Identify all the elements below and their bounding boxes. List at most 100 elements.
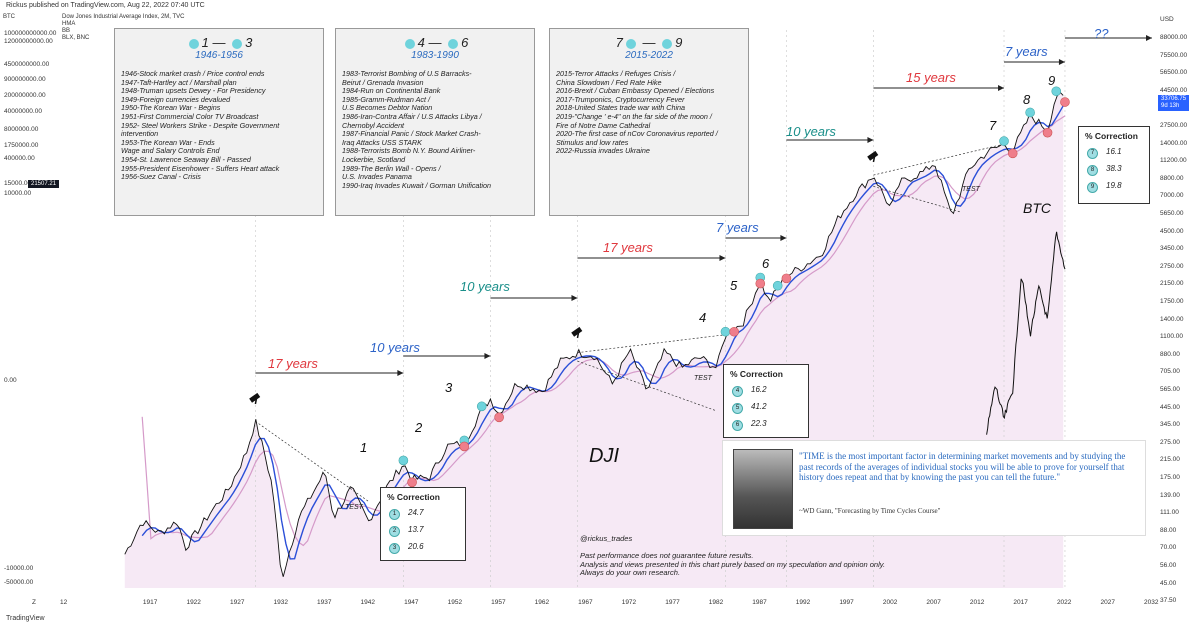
left-axis-label: -50000.00 [4, 579, 34, 586]
author-handle: @rickus_trades [580, 534, 633, 543]
wave-number: 9 [1048, 73, 1055, 88]
event-item: 1949-Foreign currencies devalued [121, 94, 231, 104]
peak-marker [772, 280, 783, 291]
right-axis-label: 111.00 [1160, 509, 1179, 517]
correction-title: % Correction [387, 492, 440, 502]
chart-legend: Dow Jones Industrial Average Index, 2M, … [62, 14, 185, 42]
event-item: 1950-The Korean War - Begins [121, 103, 221, 113]
current-price: 33706.75 [1161, 96, 1187, 102]
right-axis-label: 880.00 [1160, 350, 1180, 358]
right-axis-label: 27500.00 [1160, 122, 1188, 129]
correction-row: 5 41.2 [732, 402, 802, 414]
cycle-label: 10 years [786, 124, 836, 139]
right-axis-label: 88.00 [1160, 526, 1177, 534]
right-axis-label: 2150.00 [1160, 280, 1184, 288]
right-axis-label: 88000.00 [1160, 34, 1188, 41]
right-axis-label: 11200.00 [1160, 157, 1187, 165]
right-axis-label: 7000.00 [1160, 192, 1184, 200]
trough-marker [729, 326, 739, 337]
time-axis-label: 2002 [882, 599, 898, 606]
correction-box-7-9: % Correction 7 16.1 8 38.3 9 19.8 [1078, 126, 1150, 204]
time-axis-label: 2027 [1100, 599, 1115, 606]
right-axis-label: 70.00 [1160, 544, 1177, 552]
gavel-icon [576, 327, 581, 339]
wave-number: 3 [445, 380, 453, 395]
events-years: 1983-1990 [411, 50, 459, 61]
arrowhead-icon [780, 235, 787, 241]
right-axis-label: 275.00 [1160, 438, 1180, 446]
cycle-dash: — [208, 35, 230, 50]
event-item: 1948-Truman upsets Dewey - For Presidenc… [121, 86, 266, 96]
trendline [577, 360, 717, 412]
event-item: 1988-Terrorists Bomb N.Y. Bound Airliner… [342, 146, 476, 164]
peak-marker [398, 455, 409, 466]
event-item: 1954-St. Lawrence Seaway Bill - Passed [121, 154, 251, 164]
test-label: TEST [962, 186, 981, 193]
arrowhead-icon [1146, 35, 1152, 41]
time-axis-label: 2032 [1144, 599, 1159, 606]
correction-number-icon: 7 [1087, 148, 1098, 159]
btc-price-box: 21507.21 [28, 180, 60, 188]
time-axis-label: 1942 [360, 599, 376, 606]
chart-peak-trough-markers [398, 86, 1070, 488]
time-axis-label: 1932 [273, 599, 288, 606]
events-years: 2015-2022 [625, 50, 673, 61]
arrowhead-icon [1058, 59, 1065, 65]
time-axis-label: 1997 [839, 599, 854, 606]
events-box-1983-1990: 4 — 6 1983-1990 1983-Terrorist Bombing of … [335, 28, 535, 216]
arrowhead-icon [867, 137, 874, 143]
event-item: 1987-Financial Panic / Stock Market Cras… [342, 129, 481, 147]
wave-number: 8 [1023, 92, 1031, 107]
wave-number: 7 [989, 118, 997, 133]
cycle-label: 7 years [1005, 44, 1048, 59]
cycle-start-number: 7 [615, 35, 623, 50]
right-axis-label: 44500.00 [1160, 86, 1188, 94]
correction-number-icon: 4 [732, 386, 743, 397]
right-axis-label: 1750.00 [1160, 298, 1184, 305]
right-axis-label: 14000.00 [1160, 139, 1188, 147]
right-axis-label: 445.00 [1160, 403, 1180, 411]
correction-value: 38.3 [1106, 164, 1122, 173]
right-axis-label: 215.00 [1160, 456, 1180, 464]
event-item: 1951-First Commercial Color TV Broadcast [121, 111, 259, 121]
cycle-label: 17 years [268, 356, 318, 371]
test-label: TEST [694, 375, 713, 382]
left-axis-label: 100000000000.00 [4, 30, 57, 37]
dji-price-line [124, 91, 1064, 577]
left-axis-label: -10000.00 [4, 565, 34, 572]
right-axis-label: 5650.00 [1160, 210, 1184, 217]
cycle-label: 10 years [460, 279, 510, 294]
right-axis-label: 345.00 [1160, 421, 1180, 429]
time-axis-label: 1922 [186, 599, 201, 606]
dji-label: DJI [589, 445, 619, 467]
correction-row: 7 16.1 [1087, 147, 1143, 159]
left-axis-label: 15000.00 [4, 180, 32, 187]
quote-text: "TIME is the most important factor in de… [799, 451, 1126, 482]
time-axis[interactable]: Z 12 1917 1922 1927 1932 1937 1942 1947 1952 1957 1… [0, 597, 1159, 609]
correction-row: 4 16.2 [732, 385, 802, 397]
arrowhead-icon [998, 85, 1005, 91]
wave-number: 6 [762, 256, 770, 271]
time-axis-label: 2012 [969, 599, 985, 606]
time-axis-label: 2017 [1013, 599, 1028, 606]
cycle-dot-icon [448, 38, 459, 49]
peak-marker [476, 401, 487, 412]
arrowhead-icon [397, 370, 404, 376]
time-axis-label: 1917 [142, 599, 158, 606]
wave-number: 5 [730, 278, 738, 293]
correction-row: 3 20.6 [389, 542, 459, 554]
right-axis-label: 8800.00 [1160, 174, 1184, 182]
gavel-icon [571, 326, 583, 337]
gavel-icon [867, 150, 879, 161]
trough-marker [781, 273, 792, 284]
event-item: 1986-Iran-Contra Affair / U.S Attacks Li… [342, 111, 482, 130]
time-axis-label: 2022 [1056, 599, 1072, 606]
left-price-axis[interactable]: 100000000000.00 12000000000.00 4500000000.… [0, 12, 62, 602]
trough-marker [1007, 148, 1018, 159]
time-axis-label: 1937 [317, 599, 332, 606]
event-item: 1983-Terrorist Bombing of U.S Barracks- … [342, 69, 472, 87]
event-item: 2018-United States trade war with China [556, 103, 686, 113]
event-item: 1990-Iraq Invades Kuwait / Gorman Unific… [342, 180, 492, 190]
cycle-dot-icon [188, 38, 199, 49]
correction-value: 24.7 [408, 508, 424, 517]
